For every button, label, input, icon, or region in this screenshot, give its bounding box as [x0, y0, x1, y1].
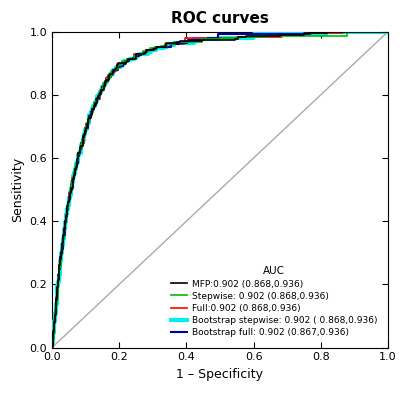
- Title: ROC curves: ROC curves: [171, 11, 269, 26]
- Y-axis label: Sensitivity: Sensitivity: [11, 157, 24, 222]
- Legend: MFP:0.902 (0.868,0.936), Stepwise: 0.902 (0.868,0.936), Full:0.902 (0.868,0.936): MFP:0.902 (0.868,0.936), Stepwise: 0.902…: [168, 264, 380, 340]
- X-axis label: 1 – Specificity: 1 – Specificity: [176, 368, 264, 381]
